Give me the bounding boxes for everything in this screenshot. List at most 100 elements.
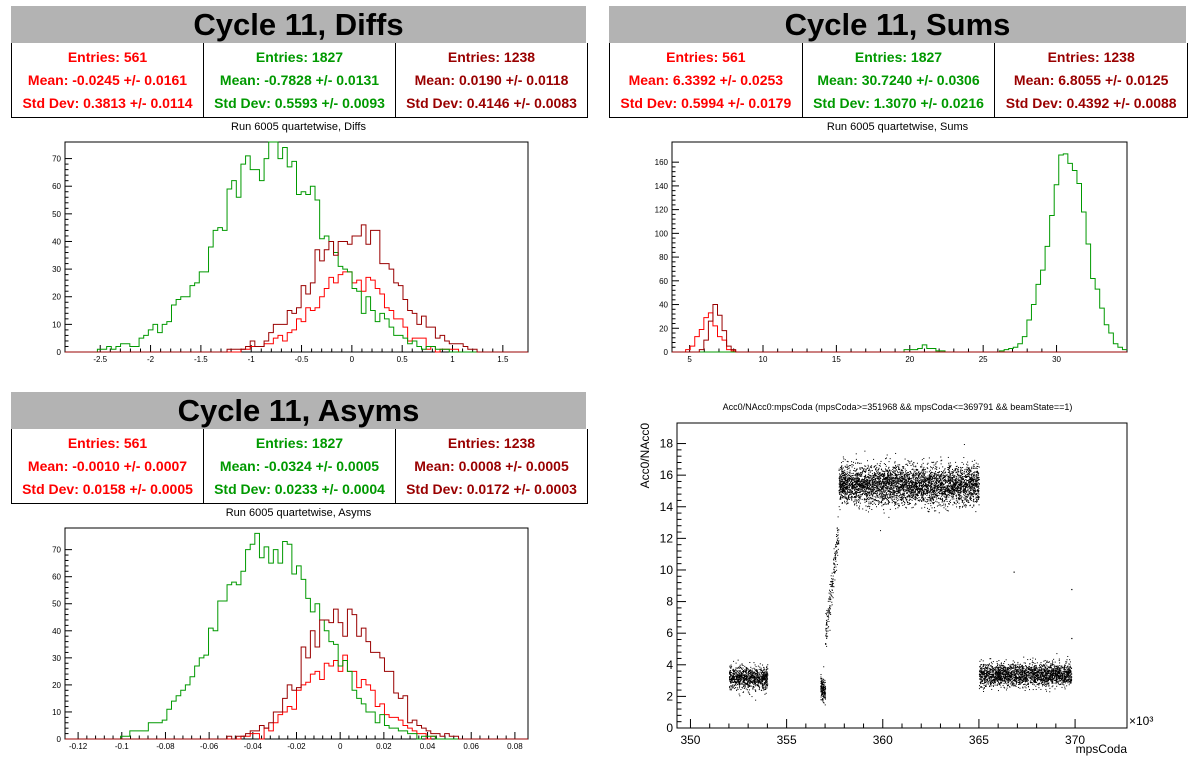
stat-entries: Entries: 1238 xyxy=(447,435,536,452)
x-tick-label: -0.02 xyxy=(287,742,306,751)
diffs-stats-red: Entries: 561 Mean: -0.0245 +/- 0.0161 St… xyxy=(12,43,204,117)
x-tick-label: 370 xyxy=(1065,733,1085,747)
y-tick-label: 12 xyxy=(660,531,674,545)
x-tick-label: 0.04 xyxy=(420,742,436,751)
asyms-stats-green: Entries: 1827 Mean: -0.0324 +/- 0.0005 S… xyxy=(204,429,396,503)
y-tick-label: 160 xyxy=(655,158,669,167)
stat-std: Std Dev: 0.0172 +/- 0.0003 xyxy=(406,480,577,497)
sums-banner: Cycle 11, Sums xyxy=(609,6,1186,43)
stat-std: Std Dev: 0.3813 +/- 0.0114 xyxy=(22,94,193,111)
scatter-axes: 350 355 360 365 370 0 2 4 6 8 10 12 14 16 18 xyxy=(660,422,1128,747)
y-tick-label: 0 xyxy=(57,348,62,357)
stat-entries: Entries: 561 xyxy=(67,49,148,66)
x-tick-label: 25 xyxy=(979,355,988,364)
y-tick-label: 20 xyxy=(52,293,61,302)
sums-stats-red: Entries: 561 Mean: 6.3392 +/- 0.0253 Std… xyxy=(610,43,803,117)
x-tick-label: 350 xyxy=(680,733,700,747)
y-axis-label: Acc0/NAcc0 xyxy=(638,423,652,489)
y-tick-label: 0 xyxy=(57,735,62,744)
x-tick-label: 0 xyxy=(338,742,343,751)
x-tick-label: -0.12 xyxy=(69,742,88,751)
diffs-banner: Cycle 11, Diffs xyxy=(11,6,586,43)
y-tick-label: 40 xyxy=(52,237,61,246)
y-tick-label: 50 xyxy=(52,600,61,609)
y-tick-label: 4 xyxy=(666,658,673,672)
scatter-cluster-2 xyxy=(825,516,840,647)
diffs-stats-green: Entries: 1827 Mean: -0.7828 +/- 0.0131 S… xyxy=(204,43,396,117)
scatter-cluster-1 xyxy=(820,666,827,706)
y-tick-label: 30 xyxy=(52,265,61,274)
stat-std: Std Dev: 0.5593 +/- 0.0093 xyxy=(214,94,385,111)
stat-std: Std Dev: 0.5994 +/- 0.0179 xyxy=(620,94,792,111)
y-tick-label: 10 xyxy=(52,708,61,717)
scatter-title: Acc0/NAcc0:mpsCoda (mpsCoda>=351968 && m… xyxy=(722,402,1073,412)
stat-std: Std Dev: 0.0158 +/- 0.0005 xyxy=(22,480,193,497)
stat-mean: Mean: -0.0245 +/- 0.0161 xyxy=(27,71,188,88)
asyms-subtitle: Run 6005 quartetwise, Asyms xyxy=(225,507,372,519)
asyms-stats-red: Entries: 561 Mean: -0.0010 +/- 0.0007 St… xyxy=(12,429,204,503)
stat-entries: Entries: 1827 xyxy=(255,435,344,452)
stat-std: Std Dev: 0.4392 +/- 0.0088 xyxy=(1005,94,1177,111)
x-tick-label: -2.5 xyxy=(93,355,107,364)
x-tick-label: 10 xyxy=(759,355,768,364)
x-tick-label: -1.5 xyxy=(194,355,208,364)
y-tick-label: 80 xyxy=(659,253,668,262)
y-tick-label: 120 xyxy=(655,206,669,215)
x-tick-label: 0.06 xyxy=(463,742,479,751)
stat-mean: Mean: 0.0008 +/- 0.0005 xyxy=(414,457,569,474)
asyms-stats-darkred: Entries: 1238 Mean: 0.0008 +/- 0.0005 St… xyxy=(396,429,587,503)
y-tick-label: 20 xyxy=(659,324,668,333)
y-tick-label: 50 xyxy=(52,210,61,219)
scatter-outlier xyxy=(1071,637,1073,640)
stat-mean: Mean: -0.0324 +/- 0.0005 xyxy=(219,457,380,474)
y-tick-label: 18 xyxy=(660,437,674,451)
diffs-subtitle: Run 6005 quartetwise, Diffs xyxy=(231,121,366,133)
diffs-stats-darkred: Entries: 1238 Mean: 0.0190 +/- 0.0118 St… xyxy=(396,43,587,117)
y-tick-label: 14 xyxy=(660,500,674,514)
x-tick-label: 1.5 xyxy=(497,355,509,364)
stat-entries: Entries: 561 xyxy=(666,49,746,66)
x-tick-label: -0.1 xyxy=(115,742,129,751)
diffs-stats-box: Entries: 561 Mean: -0.0245 +/- 0.0161 St… xyxy=(11,43,588,118)
diffs-series-1-line xyxy=(65,141,528,353)
y-tick-label: 100 xyxy=(655,229,669,238)
scatter-outlier xyxy=(1013,571,1015,573)
x-axis-multiplier: ×10³ xyxy=(1129,714,1153,728)
y-tick-label: 8 xyxy=(666,595,673,609)
stat-entries: Entries: 1238 xyxy=(1047,49,1135,66)
scatter-cluster-0 xyxy=(728,659,769,701)
sums-axes: 5 10 15 20 25 30 0 20 40 60 80 100 120 140 160 xyxy=(655,141,1128,364)
asyms-series-2-line xyxy=(65,608,528,740)
sums-subtitle: Run 6005 quartetwise, Sums xyxy=(826,121,969,133)
diffs-axes: -2.5 -2 -1.5 -1 -0.5 0 0.5 1 1.5 0 10 20 30 40 50 60 70 xyxy=(52,141,529,364)
x-tick-label: 365 xyxy=(969,733,989,747)
asyms-axes: -0.12 -0.1 -0.08 -0.06 -0.04 -0.02 0 0.02 0.04 0.… xyxy=(52,527,529,751)
stat-mean: Mean: 30.7240 +/- 0.0306 xyxy=(817,71,980,88)
y-tick-label: 40 xyxy=(659,301,668,310)
x-tick-label: 5 xyxy=(687,355,692,364)
y-tick-label: 60 xyxy=(52,573,61,582)
x-tick-label: 0.08 xyxy=(507,742,523,751)
stat-entries: Entries: 1827 xyxy=(255,49,344,66)
y-tick-label: 0 xyxy=(666,721,673,735)
diffs-series-2-line xyxy=(65,224,528,353)
scatter-points xyxy=(728,444,1073,706)
y-tick-label: 10 xyxy=(52,320,61,329)
scatter-cluster-3 xyxy=(838,444,980,532)
x-tick-label: -2 xyxy=(147,355,155,364)
asyms-series-0-line xyxy=(65,654,528,740)
sums-series-1-line xyxy=(672,153,1127,353)
x-tick-label: -0.04 xyxy=(244,742,263,751)
y-tick-label: 60 xyxy=(659,277,668,286)
y-tick-label: 16 xyxy=(660,468,674,482)
sums-stats-darkred: Entries: 1238 Mean: 6.8055 +/- 0.0125 St… xyxy=(995,43,1187,117)
stat-mean: Mean: -0.0010 +/- 0.0007 xyxy=(27,457,188,474)
y-tick-label: 40 xyxy=(52,627,61,636)
y-tick-label: 140 xyxy=(655,182,669,191)
x-tick-label: 1 xyxy=(450,355,455,364)
x-tick-label: -0.5 xyxy=(295,355,309,364)
stat-std: Std Dev: 1.3070 +/- 0.0216 xyxy=(813,94,984,111)
y-tick-label: 0 xyxy=(664,348,669,357)
y-tick-label: 30 xyxy=(52,654,61,663)
scatter-outlier xyxy=(1071,588,1073,591)
